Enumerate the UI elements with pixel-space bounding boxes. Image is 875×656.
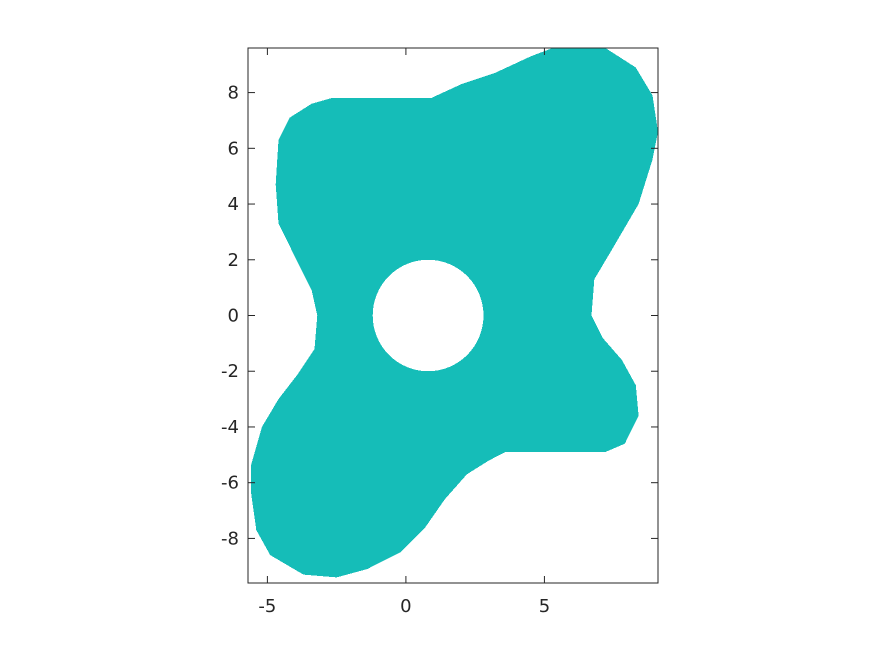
- y-tick-label: -2: [221, 361, 239, 382]
- y-tick-label: 4: [228, 194, 239, 215]
- y-tick-label: -8: [221, 528, 239, 549]
- x-tick-label: -5: [258, 596, 276, 617]
- x-tick-label: 5: [539, 596, 550, 617]
- filled-region: [250, 48, 658, 578]
- axes: -5 0 5 -8 -6 -4 -2 0 2 4 6 8: [221, 47, 659, 617]
- y-tick-label: -4: [221, 417, 239, 438]
- y-tick-label: -6: [221, 473, 239, 494]
- y-tick-label: 0: [228, 306, 239, 327]
- y-tick-label: 8: [228, 83, 239, 104]
- plot-area: [250, 48, 658, 578]
- y-tick-label: 2: [228, 250, 239, 271]
- y-tick-label: 6: [228, 138, 239, 159]
- x-tick-label: 0: [400, 596, 411, 617]
